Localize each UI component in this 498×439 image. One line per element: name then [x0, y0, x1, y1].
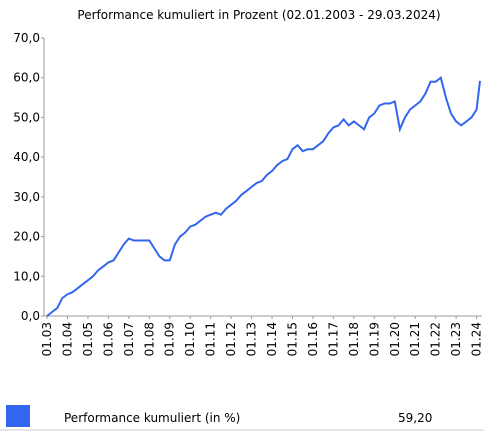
- legend-swatch: [6, 405, 30, 427]
- x-tick-label: 01.08: [142, 322, 156, 356]
- x-tick-label: 01.05: [81, 322, 95, 356]
- x-tick-label: 01.21: [408, 322, 422, 356]
- x-tick-label: 01.18: [347, 322, 361, 356]
- x-tick-label: 01.20: [388, 322, 402, 356]
- x-tick-label: 01.12: [224, 322, 238, 356]
- x-tick-label: 01.07: [122, 322, 136, 356]
- x-tick-label: 01.06: [101, 322, 115, 356]
- chart-title: Performance kumuliert in Prozent (02.01.…: [77, 8, 440, 22]
- y-tick-label: 70,0: [13, 31, 40, 45]
- x-tick-label: 01.23: [449, 322, 463, 356]
- x-tick-label: 01.14: [265, 322, 279, 356]
- y-tick-label: 50,0: [13, 110, 40, 124]
- x-tick-label: 01.04: [60, 322, 74, 356]
- y-tick-label: 0,0: [21, 309, 40, 323]
- x-tick-label: 01.24: [470, 322, 484, 356]
- x-tick-label: 01.15: [285, 322, 299, 356]
- line: [46, 75, 481, 317]
- x-tick-label: 01.10: [183, 322, 197, 356]
- y-tick-label: 40,0: [13, 150, 40, 164]
- y-tick-label: 60,0: [13, 71, 40, 85]
- x-tick-label: 01.11: [204, 322, 218, 356]
- x-tick-label: 01.22: [429, 322, 443, 356]
- x-tick-label: 01.13: [245, 322, 259, 356]
- x-tick-label: 01.16: [306, 322, 320, 356]
- x-tick-label: 01.03: [40, 322, 54, 356]
- x-tick-label: 01.19: [367, 322, 381, 356]
- y-tick-label: 30,0: [13, 190, 40, 204]
- legend-label: Performance kumuliert (in %): [64, 411, 240, 425]
- y-tick-label: 10,0: [13, 269, 40, 283]
- x-tick-label: 01.17: [326, 322, 340, 356]
- legend-value: 59,20: [398, 411, 432, 425]
- x-tick-label: 01.09: [163, 322, 177, 356]
- y-tick-label: 20,0: [13, 230, 40, 244]
